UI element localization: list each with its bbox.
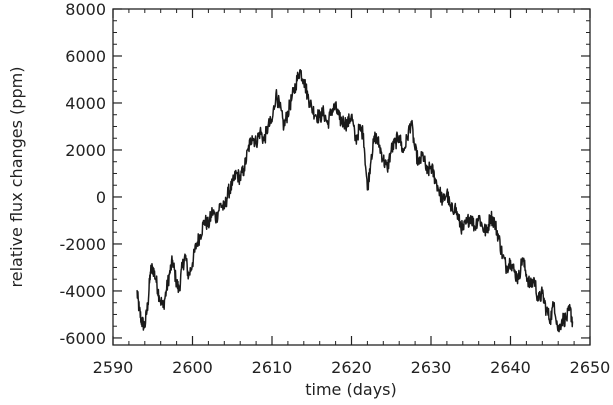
- y-tick-label: 8000: [65, 0, 106, 19]
- x-tick-label: 2650: [570, 358, 611, 377]
- x-tick-label: 2610: [252, 358, 293, 377]
- ticks-layer: 2590 2600 2610 2620 2630 2640 2650 -6000 -4000 -2…: [60, 0, 611, 377]
- y-tick-label: 2000: [65, 141, 106, 160]
- series-line-0: [136, 69, 574, 333]
- x-tick-label: 2600: [172, 358, 213, 377]
- x-tick-label: 2630: [411, 358, 452, 377]
- x-tick-label: 2620: [331, 358, 372, 377]
- y-tick-label: -2000: [60, 235, 107, 254]
- y-tick-label: 0: [96, 188, 106, 207]
- y-tick-label: 6000: [65, 47, 106, 66]
- y-axis-label: relative flux changes (ppm): [7, 67, 26, 288]
- y-tick-label: -6000: [60, 329, 107, 348]
- y-tick-label: 4000: [65, 94, 106, 113]
- x-tick-label: 2640: [490, 358, 531, 377]
- y-tick-label: -4000: [60, 282, 107, 301]
- plot-layer: [136, 69, 574, 333]
- x-tick-label: 2590: [93, 358, 134, 377]
- x-axis-label: time (days): [305, 380, 396, 399]
